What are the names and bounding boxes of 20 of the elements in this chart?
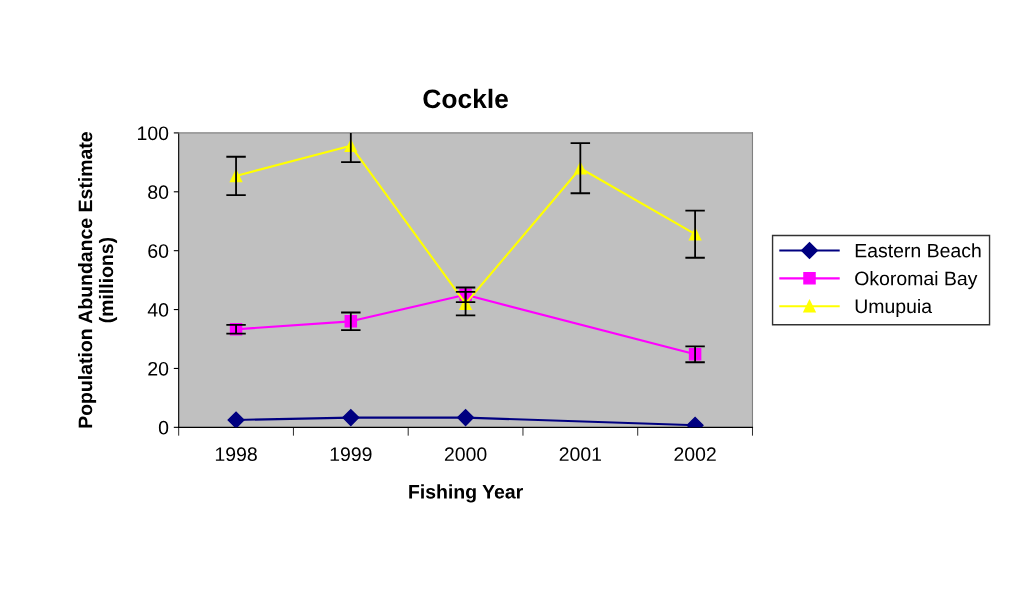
x-tick-label: 2000 xyxy=(444,447,487,462)
legend-label: Umupuia xyxy=(855,298,933,318)
y-tick-label: 100 xyxy=(138,126,169,141)
chart-title: Cockle xyxy=(423,88,508,109)
y-axis-title: Population Abundance Estimate (millions) xyxy=(78,132,118,428)
point xyxy=(342,409,360,427)
x-tick-label: 2002 xyxy=(674,447,716,462)
y-tick-label: 40 xyxy=(147,303,169,317)
legend-label: Eastern Beach xyxy=(855,243,981,258)
y-tick-label: 20 xyxy=(148,361,169,376)
x-axis-title: Fishing Year xyxy=(409,484,523,503)
x-tick-label: 2001 xyxy=(559,447,602,462)
y-tick-label: 80 xyxy=(148,185,169,200)
x-tick-label: 1999 xyxy=(330,447,372,462)
y-tick-label: 60 xyxy=(148,244,169,258)
legend-label: Okoromai Bay xyxy=(855,271,978,290)
y-tick-label: 0 xyxy=(158,420,169,435)
x-tick-label: 1998 xyxy=(215,447,257,462)
point xyxy=(457,409,475,427)
point xyxy=(227,411,245,428)
